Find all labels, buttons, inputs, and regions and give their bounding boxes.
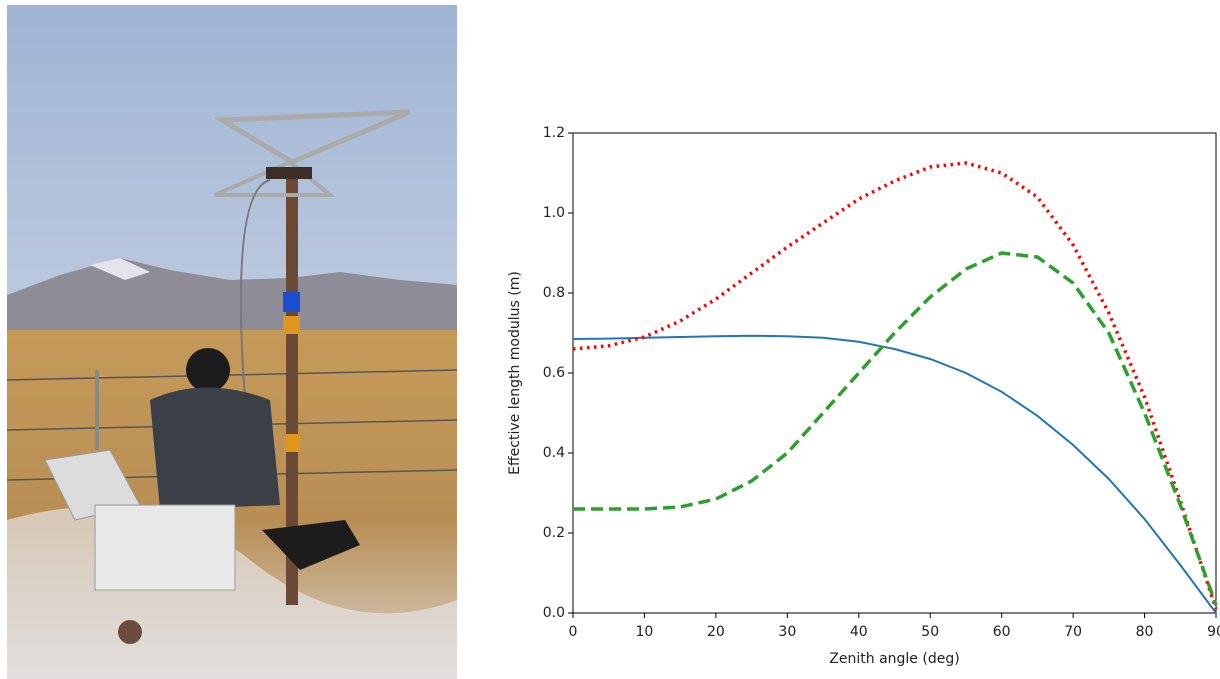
plot-frame (572, 132, 1217, 614)
x-tick-label: 20 (707, 624, 725, 640)
y-tick-label: 0.8 (543, 285, 565, 301)
y-tick-label: 0.0 (543, 605, 565, 621)
x-tick-label: 10 (636, 624, 654, 640)
series-line (572, 161, 1218, 610)
x-tick-label: 80 (1136, 624, 1154, 640)
x-tick-label: 30 (778, 624, 796, 640)
x-tick-label: 90 (1207, 624, 1220, 640)
x-tick-label: 70 (1064, 624, 1082, 640)
y-tick-label: 1.2 (543, 125, 565, 141)
y-tick-label: 0.4 (543, 445, 565, 461)
series-line (572, 334, 1217, 614)
x-tick-label: 0 (569, 624, 578, 640)
y-tick-label: 0.2 (543, 525, 565, 541)
photo (6, 5, 458, 679)
y-tick-label: 1.0 (543, 205, 565, 221)
x-tick-label: 40 (850, 624, 868, 640)
x-tick-label: 60 (993, 624, 1011, 640)
x-tick-label: 50 (921, 624, 939, 640)
series-line (573, 251, 1218, 606)
y-tick-label: 0.6 (543, 365, 565, 381)
x-axis-label: Zenith angle (deg) (829, 651, 959, 667)
y-axis-label: Effective length modulus (m) (507, 271, 523, 475)
